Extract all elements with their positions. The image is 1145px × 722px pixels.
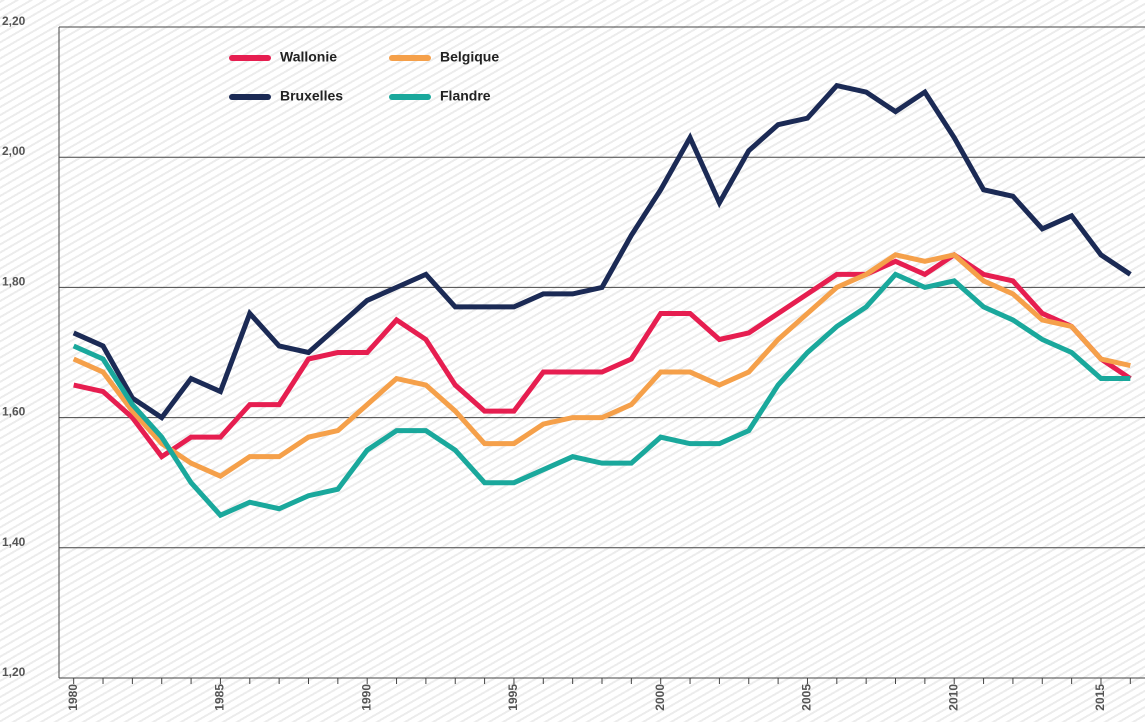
series-line [72, 82, 1132, 421]
y-tick-label: 1,40 [2, 535, 26, 549]
x-tick-label: 1990 [359, 684, 373, 711]
y-tick-label: 1,20 [2, 665, 26, 679]
series-line [72, 252, 1131, 480]
legend-label: Bruxelles [280, 88, 343, 104]
x-tick-label: 2010 [946, 684, 960, 711]
x-tick-label: 2015 [1093, 684, 1107, 711]
legend-label: Belgique [440, 49, 499, 65]
y-tick-label: 1,60 [2, 405, 26, 419]
y-tick-label: 1,80 [2, 274, 26, 288]
y-tick-label: 2,00 [2, 144, 26, 158]
y-tick-label: 2,20 [2, 14, 26, 28]
x-tick-label: 2000 [653, 684, 667, 711]
x-tick-label: 1980 [66, 684, 80, 711]
legend: Wallonie Belgique Bruxelles Flandre [229, 49, 499, 104]
legend-label: Flandre [440, 88, 491, 104]
x-tick-label: 2005 [800, 684, 814, 711]
x-tick-label: 1985 [213, 684, 227, 711]
series-line [72, 271, 1131, 519]
legend-label: Wallonie [280, 49, 337, 65]
x-tick-label: 1995 [506, 684, 520, 711]
